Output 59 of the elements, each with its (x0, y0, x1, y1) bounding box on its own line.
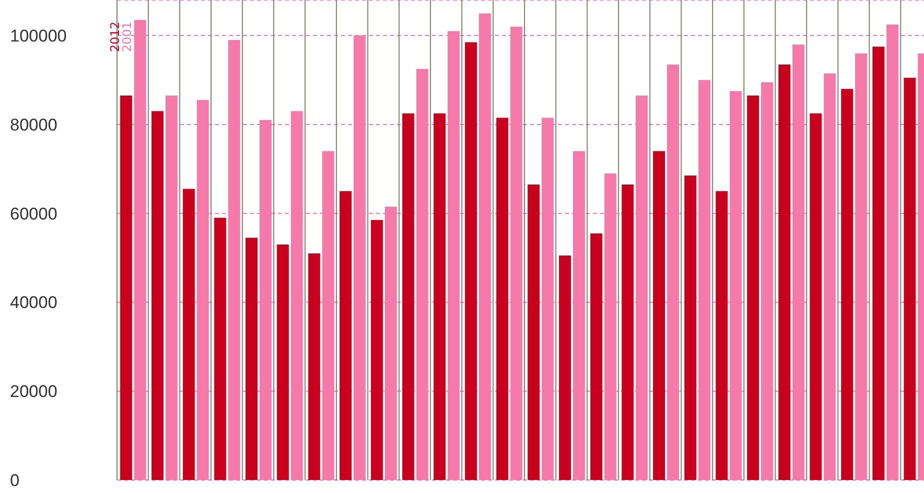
bar (855, 53, 868, 480)
y-tick-label: 0 (10, 471, 20, 490)
bar (528, 184, 540, 480)
bar (370, 220, 383, 480)
bar (778, 64, 790, 480)
bar (464, 42, 477, 480)
bar (747, 96, 760, 480)
bar (354, 36, 366, 480)
bar (542, 118, 554, 480)
bar (886, 24, 898, 480)
bar (558, 256, 571, 480)
bar (667, 64, 680, 480)
bar (590, 233, 602, 480)
bar (246, 238, 258, 480)
y-tick-label: 20000 (10, 382, 58, 402)
bar (165, 96, 178, 480)
bar (653, 151, 666, 480)
bar (120, 96, 132, 480)
bar (196, 100, 209, 480)
bar (384, 206, 397, 480)
bar (322, 151, 334, 480)
y-tick-label: 40000 (10, 293, 58, 312)
bar (636, 96, 648, 480)
bar (716, 191, 728, 480)
bar (761, 82, 774, 480)
bar (810, 113, 822, 480)
bar (276, 244, 289, 480)
y-tick-label: 60000 (10, 204, 58, 224)
bar (434, 113, 446, 480)
bar (416, 68, 428, 480)
bar (134, 20, 146, 480)
bar (572, 151, 585, 480)
bar (448, 31, 460, 480)
y-tick-label: 100000 (10, 26, 67, 46)
bar (622, 184, 634, 480)
bar (182, 188, 195, 480)
bar (841, 88, 854, 480)
bar (872, 46, 884, 480)
y-tick-label: 80000 (10, 115, 58, 134)
bar (730, 91, 742, 480)
bar (604, 173, 616, 480)
bar (402, 113, 414, 480)
bar (792, 44, 804, 480)
bar (340, 191, 352, 480)
bar (214, 218, 226, 480)
bar (698, 80, 710, 480)
bar (260, 120, 272, 480)
bar (496, 118, 508, 480)
bar (684, 176, 696, 480)
bar (228, 40, 240, 480)
bar (290, 111, 303, 480)
bar (824, 73, 836, 480)
text: 2001 (120, 21, 134, 52)
bar (510, 26, 522, 480)
bar (151, 111, 164, 480)
text: 2012 (108, 21, 122, 52)
bar (308, 253, 320, 480)
bar (904, 78, 916, 480)
bar (478, 13, 491, 480)
